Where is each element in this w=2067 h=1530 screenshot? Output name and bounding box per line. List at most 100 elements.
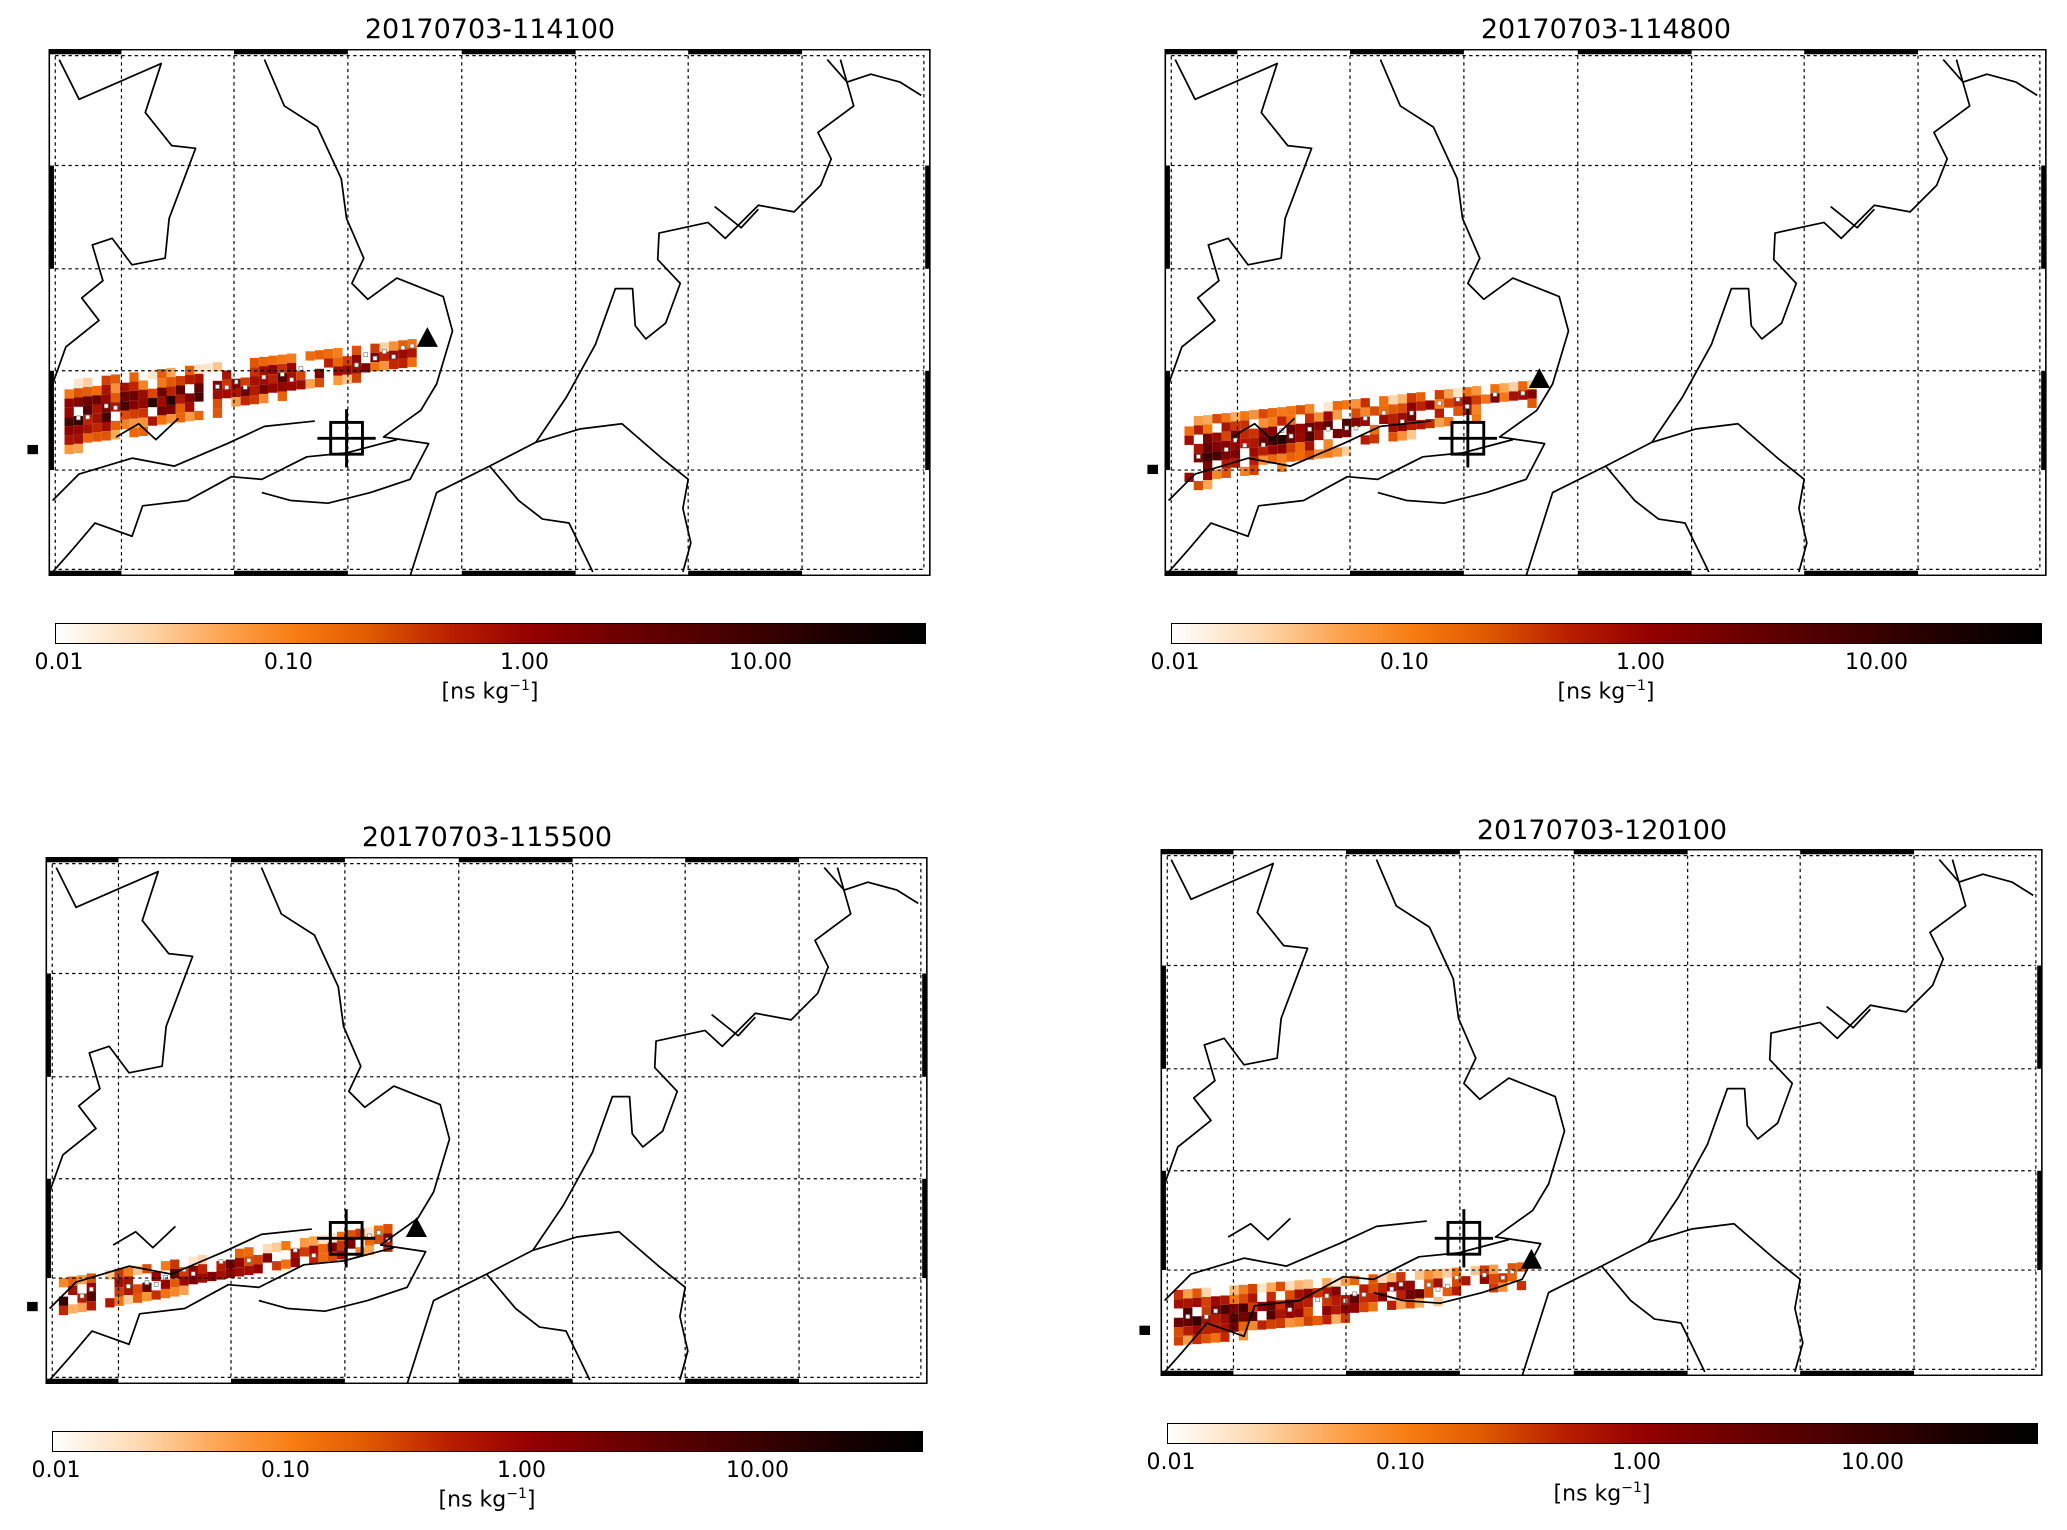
plume-cell (1332, 410, 1343, 420)
plume-cell (147, 397, 158, 408)
plume-cell (73, 388, 84, 398)
particle-marker (103, 403, 109, 409)
plume-cell (1433, 1278, 1443, 1288)
plume-cell (123, 1267, 134, 1277)
particle-marker (1398, 1282, 1404, 1287)
plume-cell (1323, 448, 1333, 458)
plume-cell (129, 418, 139, 428)
plume-cell (1471, 404, 1482, 414)
plume-cell (120, 419, 130, 430)
plume-cell (1220, 1304, 1230, 1315)
plume-cell (1388, 422, 1398, 433)
plume-cell (370, 352, 380, 363)
plume-cell (351, 345, 362, 356)
plume-cell (1342, 446, 1352, 456)
plume-cell (1434, 417, 1445, 428)
particle-marker (1399, 419, 1405, 424)
plume-cell (388, 359, 399, 370)
plume-cell (86, 1273, 96, 1283)
particle-marker (76, 415, 81, 421)
plume-cell (309, 1236, 319, 1246)
plume-cell (1203, 442, 1213, 453)
plume-cell (249, 376, 260, 386)
plume-cell (1388, 404, 1398, 414)
map-frame (1164, 49, 2047, 576)
plume-cell (1379, 405, 1389, 415)
plume-cell (175, 376, 186, 386)
plume-cell (1210, 1296, 1221, 1306)
particle-marker (1196, 454, 1201, 459)
plume-cell (1323, 402, 1333, 412)
plume-cell (166, 367, 176, 378)
plume-cell (1192, 1334, 1202, 1345)
plume-cell (342, 374, 352, 385)
plume-cell (138, 398, 148, 409)
plume-cell (1173, 1317, 1184, 1328)
plume-cell (1201, 1324, 1211, 1335)
plume-cell (1203, 461, 1213, 471)
plume-cell (197, 1273, 208, 1283)
plume-cell (1351, 408, 1361, 418)
plume-cell (286, 362, 297, 373)
plume-cell (1527, 380, 1537, 390)
particle-marker (292, 1247, 298, 1253)
plume-cell (244, 1256, 254, 1266)
plume-cell (244, 1247, 254, 1257)
plume-cell (138, 389, 148, 399)
plume-cell (101, 394, 111, 404)
plume-cell (1266, 1301, 1276, 1311)
plume-cell (160, 1261, 171, 1271)
plume-cell (398, 349, 408, 359)
plume-cell (212, 390, 223, 400)
plume-cell (110, 374, 121, 384)
unit-suffix: ] (526, 1487, 536, 1513)
plume-cell (216, 1261, 226, 1271)
plume-cell (157, 396, 167, 407)
plume-cell (1322, 1278, 1332, 1288)
plume-cell (1183, 1307, 1193, 1317)
plume-cell (1295, 442, 1305, 452)
graticule (1170, 55, 2041, 570)
plume-cell (1340, 1276, 1350, 1286)
plume-cell (185, 402, 195, 412)
plume-cell (327, 1251, 337, 1262)
plume-cell (1360, 416, 1370, 426)
plume-cell (1314, 430, 1324, 441)
particle-marker (1353, 425, 1359, 431)
plume-cell (1249, 410, 1259, 420)
plume-cell (166, 377, 176, 387)
plume-cell (1267, 454, 1278, 464)
plume-cell (188, 1275, 198, 1285)
plume-cell (240, 386, 250, 397)
plume-cell (1212, 414, 1222, 424)
map-frame (45, 857, 928, 1384)
plume-cell (1294, 1289, 1304, 1299)
particle-marker (1426, 1282, 1432, 1288)
plume-cell (1277, 453, 1287, 463)
plume-cell (277, 354, 287, 364)
plume-cell (101, 422, 111, 432)
plume-cell (259, 384, 269, 394)
plume-cell (175, 385, 186, 395)
particle-marker (1454, 1275, 1459, 1280)
particle-marker (391, 354, 396, 360)
plume-cell (58, 1278, 69, 1288)
plume-cell (1249, 456, 1259, 466)
plume-cell (1332, 447, 1343, 457)
unit-suffix: ] (1641, 1481, 1651, 1507)
plume-cell (225, 1259, 235, 1269)
particle-marker (153, 1282, 159, 1287)
plume-cell (1442, 1268, 1452, 1278)
particle-marker (400, 345, 406, 351)
plume-cell (1173, 1299, 1184, 1309)
plume-cell (129, 400, 139, 410)
plume-cell (1249, 447, 1259, 457)
plume-cell (114, 1287, 124, 1297)
plume-cell (1229, 1313, 1239, 1323)
particle-marker (1279, 428, 1285, 433)
colorbar-tick-label: 10.00 (726, 1458, 789, 1483)
plume-cell (142, 1282, 152, 1292)
plume-cell (234, 1267, 245, 1277)
plume-cell (309, 1245, 319, 1255)
plume-cell (105, 1298, 115, 1308)
